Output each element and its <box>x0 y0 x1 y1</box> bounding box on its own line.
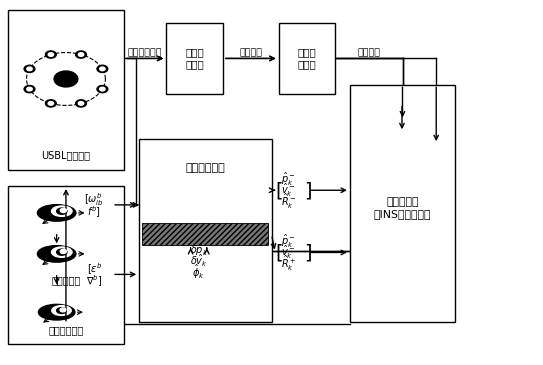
Circle shape <box>78 101 84 105</box>
Ellipse shape <box>37 205 76 221</box>
Text: $\hat{p}_k^-$: $\hat{p}_k^-$ <box>281 233 295 250</box>
Text: 双差方程: 双差方程 <box>357 49 381 58</box>
Circle shape <box>46 100 56 107</box>
Text: $\hat{R}_k^+$: $\hat{R}_k^+$ <box>281 254 296 273</box>
Ellipse shape <box>39 304 75 320</box>
Text: $\nabla^b]$: $\nabla^b]$ <box>86 274 103 289</box>
Circle shape <box>97 65 108 73</box>
Circle shape <box>24 85 35 93</box>
Text: $\hat{p}_k^-$: $\hat{p}_k^-$ <box>281 171 295 188</box>
Text: 单差方程: 单差方程 <box>239 49 262 58</box>
Circle shape <box>60 249 66 254</box>
Circle shape <box>46 51 56 58</box>
Ellipse shape <box>56 208 67 214</box>
Text: 三轴陀螺仪: 三轴陀螺仪 <box>51 276 80 286</box>
Circle shape <box>48 53 54 56</box>
Circle shape <box>60 308 66 312</box>
Circle shape <box>75 100 86 107</box>
Text: $[\varepsilon^b$: $[\varepsilon^b$ <box>86 261 102 277</box>
Text: 卡尔曼滤波
（INS误差模型）: 卡尔曼滤波 （INS误差模型） <box>374 197 431 219</box>
Bar <box>166 23 223 94</box>
Circle shape <box>27 67 32 71</box>
Text: 应答器
间差分: 应答器 间差分 <box>298 48 316 69</box>
Circle shape <box>24 65 35 73</box>
Text: $\hat{v}_k^-$: $\hat{v}_k^-$ <box>281 182 295 199</box>
Text: $[$: $[$ <box>275 242 283 263</box>
Ellipse shape <box>52 247 72 257</box>
Ellipse shape <box>56 249 67 255</box>
Bar <box>8 11 124 170</box>
Text: 捷联惯导系统: 捷联惯导系统 <box>186 163 225 173</box>
Ellipse shape <box>56 308 66 314</box>
Text: $\delta\hat{p}_k$: $\delta\hat{p}_k$ <box>190 242 208 258</box>
Bar <box>139 139 272 322</box>
Bar <box>350 85 455 322</box>
Bar <box>279 23 335 94</box>
Text: $]$: $]$ <box>304 180 312 201</box>
Text: USBL接收基阵: USBL接收基阵 <box>41 150 91 160</box>
Circle shape <box>100 67 105 71</box>
Ellipse shape <box>52 306 71 315</box>
Circle shape <box>54 71 78 87</box>
Circle shape <box>60 208 66 212</box>
Circle shape <box>27 87 32 91</box>
Text: 三轴加速度计: 三轴加速度计 <box>48 325 84 335</box>
Text: $\hat{v}_k^-$: $\hat{v}_k^-$ <box>281 244 295 261</box>
Bar <box>8 186 124 344</box>
Ellipse shape <box>37 246 76 262</box>
Ellipse shape <box>52 206 72 216</box>
Bar <box>142 223 268 245</box>
Text: $f^b]$: $f^b]$ <box>87 204 101 220</box>
Circle shape <box>97 85 108 93</box>
Text: $\hat{R}_k^-$: $\hat{R}_k^-$ <box>281 192 296 211</box>
Circle shape <box>48 101 54 105</box>
Text: $]$: $]$ <box>304 242 312 263</box>
Text: $[$: $[$ <box>275 180 283 201</box>
Circle shape <box>78 53 84 56</box>
Circle shape <box>100 87 105 91</box>
Circle shape <box>75 51 86 58</box>
Text: 水听器
间差分: 水听器 间差分 <box>185 48 204 69</box>
Text: $\hat{\phi}_k$: $\hat{\phi}_k$ <box>192 263 205 281</box>
Text: 斜距相位方程: 斜距相位方程 <box>128 49 162 58</box>
Text: $[\omega_{ib}^b$: $[\omega_{ib}^b$ <box>84 191 104 208</box>
Text: $\delta\hat{v}_k$: $\delta\hat{v}_k$ <box>190 253 207 269</box>
